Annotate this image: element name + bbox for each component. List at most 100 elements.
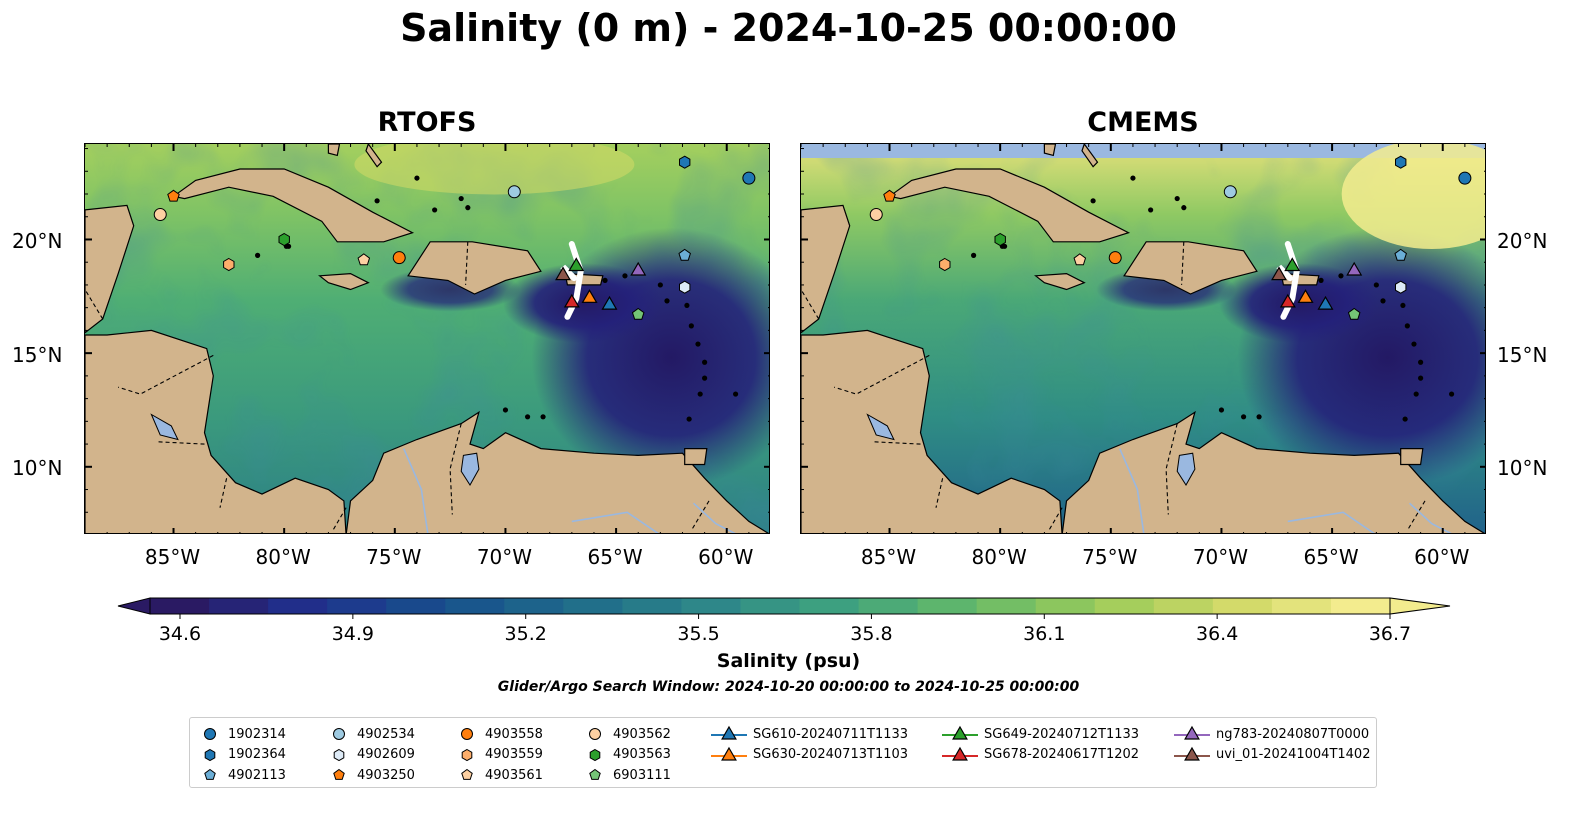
float-4903250 <box>167 189 180 202</box>
country-border <box>1048 507 1063 531</box>
country-border <box>219 478 228 508</box>
legend-marker-icon <box>942 746 978 761</box>
float-4902113 <box>1394 248 1407 261</box>
island <box>1218 407 1225 413</box>
land-trinidad <box>1400 448 1424 466</box>
river <box>1287 511 1375 533</box>
island <box>664 298 670 304</box>
colorbar-tick-label: 36.7 <box>1368 623 1412 645</box>
colorbar-extend-high <box>1389 597 1451 615</box>
colorbar-tick-label: 36.4 <box>1195 623 1239 645</box>
legend-item: 4903561 <box>455 766 543 784</box>
island <box>702 375 708 381</box>
legend-marker-icon <box>461 768 473 780</box>
legend-item: SG678-20240617T1202 <box>942 746 1139 764</box>
legend-item: 4903559 <box>455 746 543 764</box>
country-border <box>157 441 205 445</box>
legend-marker-icon <box>589 768 601 780</box>
legend-label: 6903111 <box>613 767 671 783</box>
land-central <box>801 329 1063 533</box>
legend-marker-icon <box>204 748 216 761</box>
glider-uvi_01-20241004T1402 <box>555 266 571 281</box>
map-canvas <box>85 144 769 533</box>
glider-ng783-20240807T0000 <box>630 261 647 276</box>
legend-item: 4903563 <box>583 746 671 764</box>
legend-label: 1902364 <box>228 747 286 762</box>
panel-title-rtofs: RTOFS <box>377 107 477 138</box>
land-bahamas1 <box>1043 144 1057 157</box>
float-4903562 <box>869 207 883 221</box>
glider-SG678-20240617T1202 <box>1279 293 1296 308</box>
island <box>432 207 438 213</box>
island <box>702 359 708 365</box>
legend-marker-icon <box>333 748 345 761</box>
land-bahamas2 <box>1081 144 1099 168</box>
legend-label: SG610-20240711T1133 <box>753 726 909 742</box>
island <box>1413 391 1419 397</box>
colorbar-tick-label: 36.1 <box>1023 623 1066 645</box>
legend-label: SG630-20240713T1103 <box>753 747 909 762</box>
land-cuba <box>888 168 1131 243</box>
colorbar-segment <box>150 598 210 614</box>
river <box>571 511 659 533</box>
map-panel-rtofs[interactable] <box>84 143 770 534</box>
legend-label: 4903558 <box>485 726 543 742</box>
island <box>255 252 261 258</box>
colorbar-segment <box>622 598 682 614</box>
island <box>686 416 692 422</box>
figure-title: Salinity (0 m) - 2024-10-25 00:00:00 <box>400 6 1177 50</box>
colorbar-tick-label: 35.5 <box>677 623 720 645</box>
island <box>688 323 694 329</box>
island <box>1148 207 1154 213</box>
float-4902534 <box>1223 185 1237 199</box>
float-1902364 <box>1395 155 1407 169</box>
legend-item: SG610-20240711T1133 <box>711 725 908 743</box>
legend-item: 6903111 <box>583 766 671 784</box>
legend-label: SG649-20240712T1133 <box>984 726 1140 742</box>
land-hispaniola <box>407 241 542 295</box>
legend-marker-icon <box>1174 746 1210 761</box>
island <box>465 205 471 211</box>
float-1902314 <box>1458 171 1472 185</box>
land-bahamas2 <box>365 144 383 168</box>
island <box>1411 341 1417 347</box>
island <box>1318 277 1324 283</box>
float-4903563 <box>994 232 1006 247</box>
lat-tick-right-15: 15°N <box>1497 343 1548 367</box>
island <box>971 252 977 258</box>
land-central <box>85 329 347 533</box>
island <box>1240 414 1247 420</box>
land-yucatan <box>85 204 135 334</box>
colorbar-label: Salinity (psu) <box>716 650 861 672</box>
lake <box>866 413 895 441</box>
land-cuba <box>172 168 415 243</box>
glider-SG649-20240712T1133 <box>568 257 585 272</box>
legend-label: 1902314 <box>228 726 286 742</box>
legend-label: 4903563 <box>613 747 671 762</box>
legend-marker-icon <box>461 728 473 740</box>
island <box>1373 282 1379 288</box>
lon-tick-cmems-1: 80°W <box>971 545 1027 569</box>
island <box>1400 302 1406 309</box>
island <box>1174 195 1180 202</box>
legend-marker-icon <box>204 768 216 780</box>
lon-tick-cmems-4: 65°W <box>1303 545 1359 569</box>
lon-tick-cmems-0: 85°W <box>860 545 917 569</box>
lon-tick-rtofs-2: 75°W <box>366 545 422 569</box>
map-canvas <box>801 144 1485 533</box>
legend-item: 4902534 <box>327 725 415 743</box>
glider-SG610-20240711T1133 <box>1317 295 1334 310</box>
colorbar-segment <box>563 598 623 614</box>
river <box>1408 502 1452 533</box>
land-jamaica <box>1034 272 1086 291</box>
colorbar <box>117 597 1451 619</box>
float-6903111 <box>631 307 645 320</box>
colorbar-segment <box>1212 598 1273 614</box>
colorbar-segment <box>268 598 328 614</box>
country-border <box>873 441 921 445</box>
colorbar-tick-label: 34.9 <box>331 623 374 645</box>
island <box>1256 414 1262 420</box>
map-panel-cmems[interactable] <box>800 143 1486 534</box>
colorbar-segment <box>740 598 801 614</box>
float-1902314 <box>742 171 756 185</box>
